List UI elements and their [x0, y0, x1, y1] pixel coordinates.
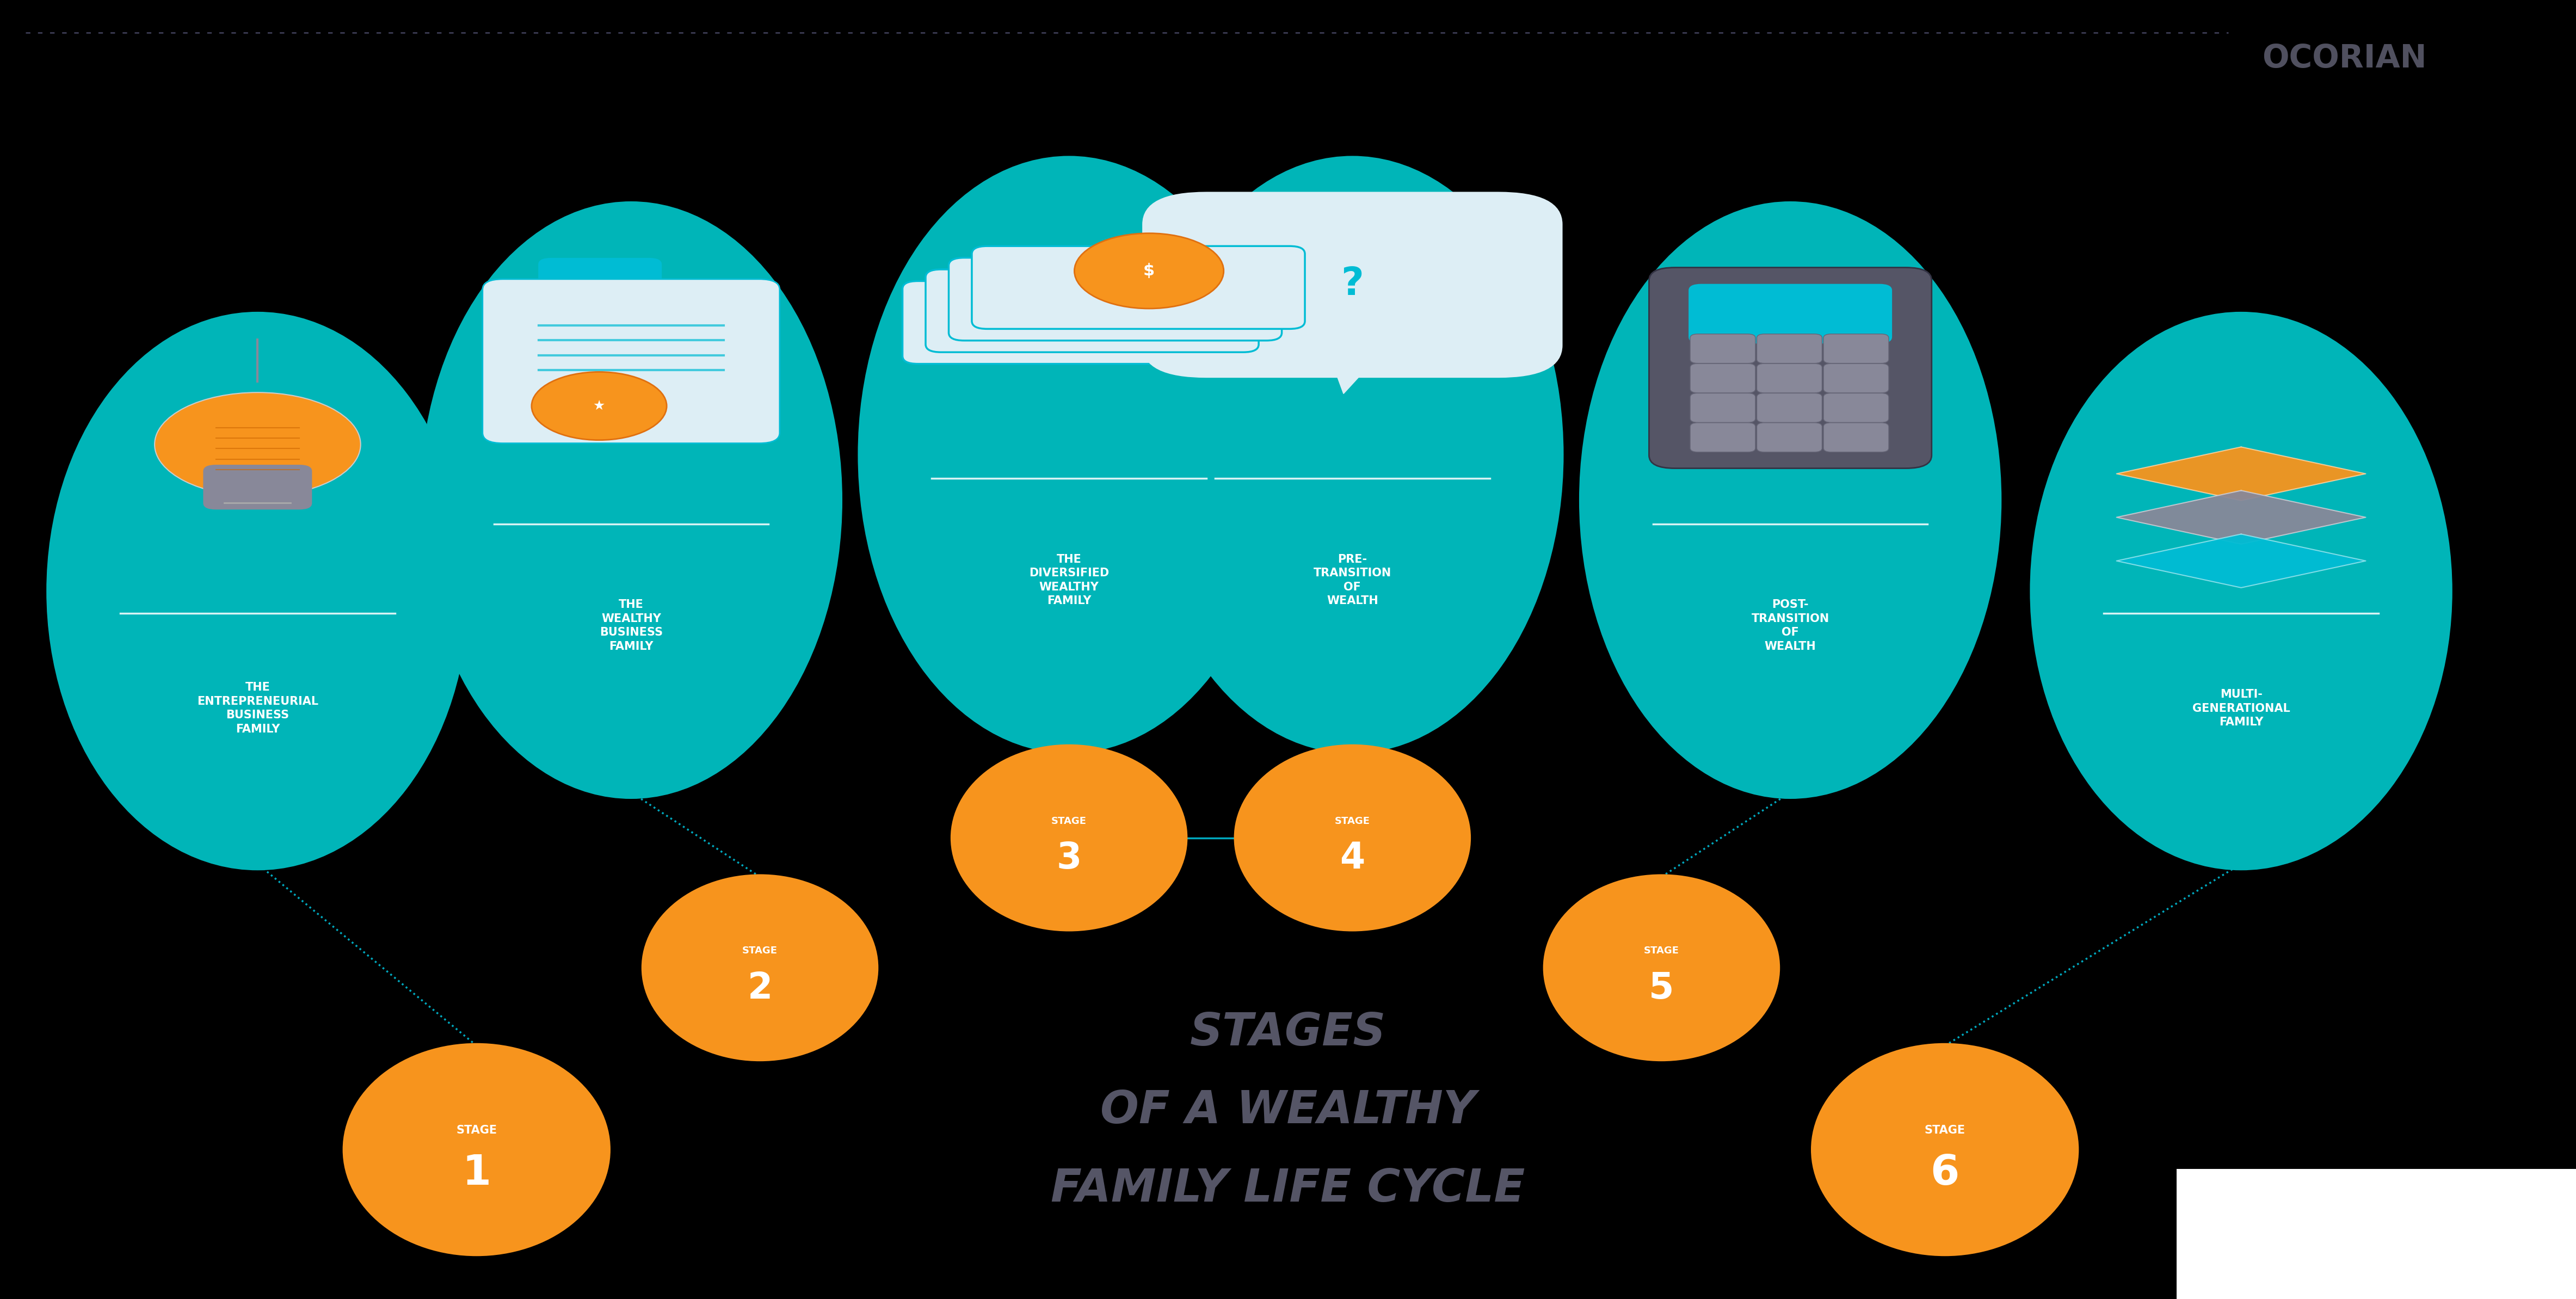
FancyBboxPatch shape — [1757, 334, 1821, 364]
Ellipse shape — [858, 156, 1280, 753]
Ellipse shape — [1579, 201, 2002, 799]
Circle shape — [531, 372, 667, 440]
Ellipse shape — [1811, 1043, 2079, 1256]
Text: FAMILY LIFE CYCLE: FAMILY LIFE CYCLE — [1051, 1167, 1525, 1211]
Text: 3: 3 — [1056, 840, 1082, 877]
Text: STAGE: STAGE — [1643, 946, 1680, 956]
Ellipse shape — [641, 874, 878, 1061]
Text: ?: ? — [1342, 265, 1363, 303]
FancyBboxPatch shape — [971, 246, 1306, 329]
Polygon shape — [1327, 346, 1388, 394]
Text: THE
DIVERSIFIED
WEALTHY
FAMILY: THE DIVERSIFIED WEALTHY FAMILY — [1028, 553, 1110, 607]
FancyBboxPatch shape — [1757, 422, 1821, 452]
Text: MULTI-
GENERATIONAL
FAMILY: MULTI- GENERATIONAL FAMILY — [2192, 688, 2290, 727]
Text: STAGE: STAGE — [1334, 816, 1370, 826]
Ellipse shape — [1141, 156, 1564, 753]
Ellipse shape — [1543, 874, 1780, 1061]
FancyBboxPatch shape — [1690, 364, 1754, 392]
FancyBboxPatch shape — [1824, 334, 1888, 364]
Ellipse shape — [951, 744, 1188, 931]
Text: STAGE: STAGE — [1051, 816, 1087, 826]
FancyBboxPatch shape — [1690, 422, 1754, 452]
Text: THE
WEALTHY
BUSINESS
FAMILY: THE WEALTHY BUSINESS FAMILY — [600, 599, 662, 652]
Circle shape — [155, 392, 361, 496]
FancyBboxPatch shape — [1824, 422, 1888, 452]
Ellipse shape — [420, 201, 842, 799]
Text: 6: 6 — [1929, 1154, 1960, 1194]
FancyBboxPatch shape — [1690, 394, 1754, 422]
FancyBboxPatch shape — [2177, 1169, 2576, 1299]
Text: 4: 4 — [1340, 840, 1365, 877]
Ellipse shape — [1234, 744, 1471, 931]
FancyBboxPatch shape — [204, 465, 312, 509]
Text: OCORIAN: OCORIAN — [2262, 43, 2427, 74]
Text: THE
ENTREPRENEURIAL
BUSINESS
FAMILY: THE ENTREPRENEURIAL BUSINESS FAMILY — [196, 682, 319, 735]
Text: STAGE: STAGE — [1924, 1125, 1965, 1135]
Polygon shape — [2117, 447, 2365, 500]
Ellipse shape — [2030, 312, 2452, 870]
FancyBboxPatch shape — [1824, 364, 1888, 392]
Text: ★: ★ — [592, 400, 605, 413]
Text: 1: 1 — [461, 1154, 492, 1194]
FancyBboxPatch shape — [538, 259, 662, 305]
Ellipse shape — [46, 312, 469, 870]
Polygon shape — [2117, 491, 2365, 544]
Circle shape — [1074, 234, 1224, 309]
FancyBboxPatch shape — [1824, 394, 1888, 422]
Polygon shape — [2117, 534, 2365, 587]
FancyBboxPatch shape — [482, 279, 781, 443]
Text: STAGE: STAGE — [742, 946, 778, 956]
Text: OF A WEALTHY: OF A WEALTHY — [1100, 1089, 1476, 1133]
FancyBboxPatch shape — [1757, 394, 1821, 422]
Ellipse shape — [343, 1043, 611, 1256]
FancyBboxPatch shape — [1757, 364, 1821, 392]
FancyBboxPatch shape — [902, 281, 1236, 364]
FancyBboxPatch shape — [1690, 334, 1754, 364]
FancyBboxPatch shape — [1141, 192, 1564, 378]
FancyBboxPatch shape — [948, 257, 1283, 340]
FancyBboxPatch shape — [1649, 268, 1932, 469]
Text: POST-
TRANSITION
OF
WEALTH: POST- TRANSITION OF WEALTH — [1752, 599, 1829, 652]
Text: 5: 5 — [1649, 970, 1674, 1007]
FancyBboxPatch shape — [925, 269, 1260, 352]
Text: 2: 2 — [747, 970, 773, 1007]
FancyBboxPatch shape — [1690, 284, 1891, 343]
Text: $: $ — [1144, 262, 1154, 279]
Text: PRE-
TRANSITION
OF
WEALTH: PRE- TRANSITION OF WEALTH — [1314, 553, 1391, 607]
Text: STAGES: STAGES — [1190, 1011, 1386, 1055]
Text: STAGE: STAGE — [456, 1125, 497, 1135]
